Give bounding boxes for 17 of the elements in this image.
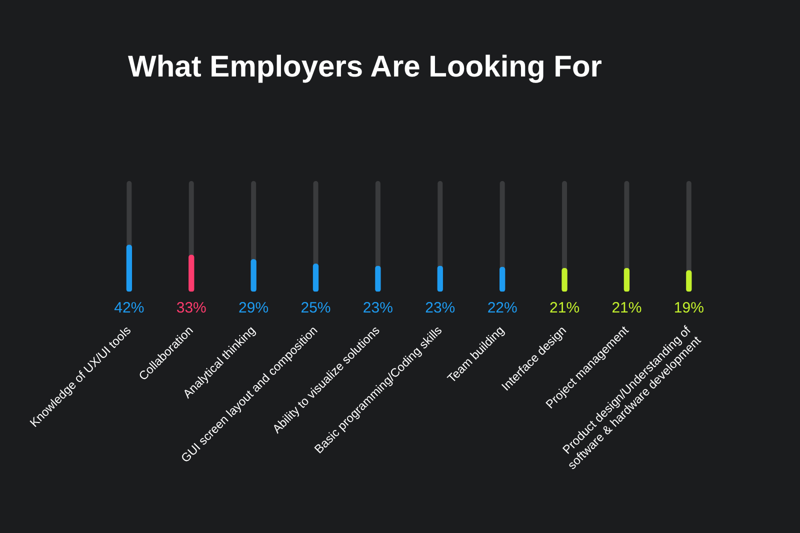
chart-title: What Employers Are Looking For	[128, 50, 602, 84]
data-label: 42%	[114, 300, 144, 317]
data-label: 23%	[425, 300, 456, 317]
data-label: 21%	[550, 300, 580, 317]
bar	[686, 270, 692, 292]
data-label: 25%	[300, 300, 331, 317]
data-label: 22%	[487, 300, 518, 317]
bar	[562, 268, 568, 292]
data-label: 29%	[238, 300, 269, 317]
bar	[624, 268, 630, 292]
data-label: 19%	[674, 300, 704, 317]
data-label: 33%	[176, 300, 206, 317]
bar	[437, 266, 443, 292]
data-label: 23%	[362, 300, 393, 317]
bar	[375, 266, 381, 292]
data-label: 21%	[612, 300, 642, 317]
bar	[500, 266, 506, 292]
